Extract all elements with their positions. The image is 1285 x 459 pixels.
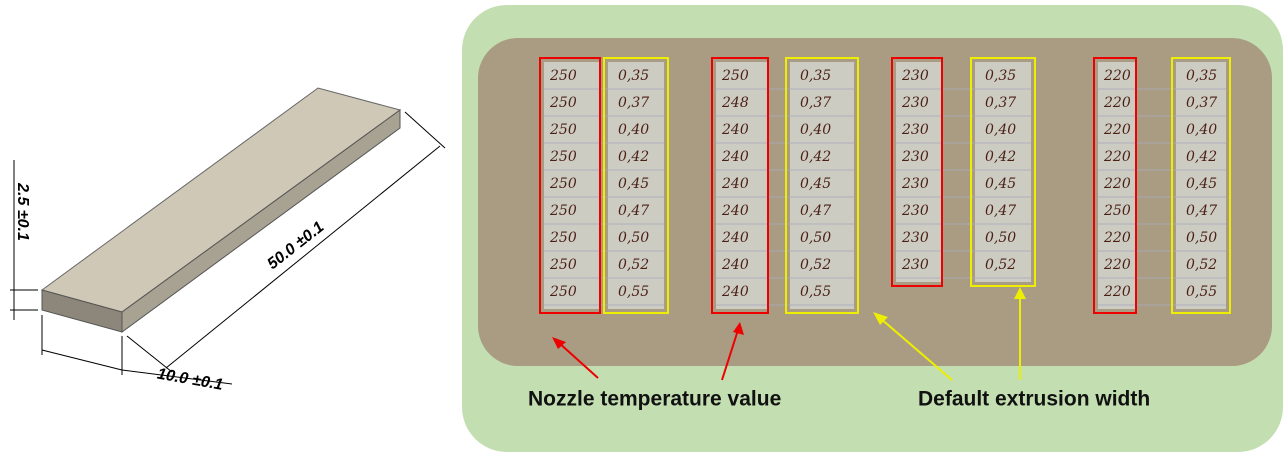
width-frame bbox=[1171, 57, 1231, 314]
temperature-mark: 250 bbox=[1103, 203, 1131, 219]
temperature-mark: 240 bbox=[721, 284, 749, 300]
width-mark: 0,40 bbox=[800, 122, 831, 138]
specimen-column bbox=[1176, 62, 1226, 309]
temperature-mark: 220 bbox=[1103, 95, 1131, 111]
specimen-column bbox=[544, 62, 600, 309]
temperature-mark: 250 bbox=[549, 149, 577, 165]
temperature-mark: 250 bbox=[549, 230, 577, 246]
width-mark: 0,35 bbox=[800, 68, 831, 84]
width-frame bbox=[785, 57, 859, 314]
width-mark: 0,50 bbox=[1186, 230, 1217, 246]
temperature-mark: 240 bbox=[721, 176, 749, 192]
temperature-mark: 240 bbox=[721, 203, 749, 219]
temperature-mark: 240 bbox=[721, 149, 749, 165]
width-mark: 0,55 bbox=[1186, 284, 1217, 300]
width-mark: 0,52 bbox=[618, 257, 649, 273]
width-mark: 0,35 bbox=[618, 68, 649, 84]
temperature-frame bbox=[891, 57, 943, 287]
width-mark: 0,47 bbox=[985, 203, 1016, 219]
temperature-mark: 230 bbox=[901, 176, 929, 192]
temperature-mark: 250 bbox=[549, 284, 577, 300]
width-mark: 0,52 bbox=[985, 257, 1016, 273]
temperature-mark: 240 bbox=[721, 230, 749, 246]
width-mark: 0,52 bbox=[1186, 257, 1217, 273]
width-mark: 0,40 bbox=[985, 122, 1016, 138]
width-mark: 0,42 bbox=[618, 149, 649, 165]
temperature-mark: 250 bbox=[549, 203, 577, 219]
width-mark: 0,40 bbox=[618, 122, 649, 138]
specimen-column bbox=[608, 62, 664, 309]
width-mark: 0,55 bbox=[800, 284, 831, 300]
width-mark: 0,55 bbox=[618, 284, 649, 300]
width-mark: 0,47 bbox=[800, 203, 831, 219]
temperature-mark: 230 bbox=[901, 149, 929, 165]
width-mark: 0,42 bbox=[800, 149, 831, 165]
thickness-label: 2.5 ±0.1 bbox=[14, 182, 31, 241]
width-mark: 0,50 bbox=[618, 230, 649, 246]
temperature-mark: 250 bbox=[721, 68, 749, 84]
temperature-mark: 230 bbox=[901, 68, 929, 84]
width-mark: 0,37 bbox=[618, 95, 649, 111]
width-mark: 0,42 bbox=[985, 149, 1016, 165]
temperature-mark: 220 bbox=[1103, 176, 1131, 192]
temperature-mark: 220 bbox=[1103, 257, 1131, 273]
temperature-mark: 230 bbox=[901, 230, 929, 246]
specimen-column bbox=[975, 62, 1031, 282]
temperature-mark: 250 bbox=[549, 176, 577, 192]
width-mark: 0,45 bbox=[618, 176, 649, 192]
temperature-mark: 240 bbox=[721, 257, 749, 273]
temperature-mark: 220 bbox=[1103, 68, 1131, 84]
temperature-frame bbox=[711, 57, 769, 314]
specimen-column bbox=[896, 62, 942, 282]
width-mark: 0,35 bbox=[985, 68, 1016, 84]
cad-drawing bbox=[10, 87, 446, 385]
width-annotation: Default extrusion width bbox=[918, 388, 1150, 411]
width-mark: 0,50 bbox=[985, 230, 1016, 246]
width-mark: 0,42 bbox=[1186, 149, 1217, 165]
width-mark: 0,37 bbox=[985, 95, 1016, 111]
width-mark: 0,47 bbox=[618, 203, 649, 219]
temperature-mark: 250 bbox=[549, 68, 577, 84]
temperature-mark: 230 bbox=[901, 95, 929, 111]
width-mark: 0,40 bbox=[1186, 122, 1217, 138]
temperature-mark: 230 bbox=[901, 122, 929, 138]
photo bbox=[478, 38, 1272, 366]
width-mark: 0,45 bbox=[985, 176, 1016, 192]
arrows bbox=[552, 287, 1026, 381]
width-mark: 0,52 bbox=[800, 257, 831, 273]
temperature-mark: 230 bbox=[901, 203, 929, 219]
temperature-frame bbox=[1093, 57, 1137, 314]
temperature-mark: 220 bbox=[1103, 149, 1131, 165]
width-frame bbox=[603, 57, 669, 314]
temperature-mark: 230 bbox=[901, 257, 929, 273]
temperature-frame bbox=[539, 57, 601, 314]
temperature-annotation: Nozzle temperature value bbox=[528, 388, 781, 411]
temperature-mark: 250 bbox=[549, 95, 577, 111]
width-mark: 0,35 bbox=[1186, 68, 1217, 84]
width-label: 10.0 ±0.1 bbox=[156, 366, 225, 394]
length-label: 50.0 ±0.1 bbox=[264, 219, 327, 273]
temperature-mark: 240 bbox=[721, 122, 749, 138]
specimen-column bbox=[716, 62, 768, 309]
specimen-column bbox=[1098, 62, 1136, 309]
temperature-mark: 250 bbox=[549, 122, 577, 138]
temperature-mark: 220 bbox=[1103, 122, 1131, 138]
width-mark: 0,50 bbox=[800, 230, 831, 246]
temperature-mark: 250 bbox=[549, 257, 577, 273]
width-mark: 0,45 bbox=[800, 176, 831, 192]
width-frame bbox=[970, 57, 1036, 287]
temperature-mark: 248 bbox=[721, 95, 749, 111]
specimen-column bbox=[790, 62, 854, 309]
temperature-mark: 220 bbox=[1103, 284, 1131, 300]
temperature-mark: 220 bbox=[1103, 230, 1131, 246]
width-mark: 0,45 bbox=[1186, 176, 1217, 192]
width-mark: 0,37 bbox=[800, 95, 831, 111]
width-mark: 0,37 bbox=[1186, 95, 1217, 111]
width-mark: 0,47 bbox=[1186, 203, 1217, 219]
specimen-groups: 250 0,35 250 0,37 250 0,40 250 0,42 250 0,45 250 0,… bbox=[539, 57, 1231, 314]
